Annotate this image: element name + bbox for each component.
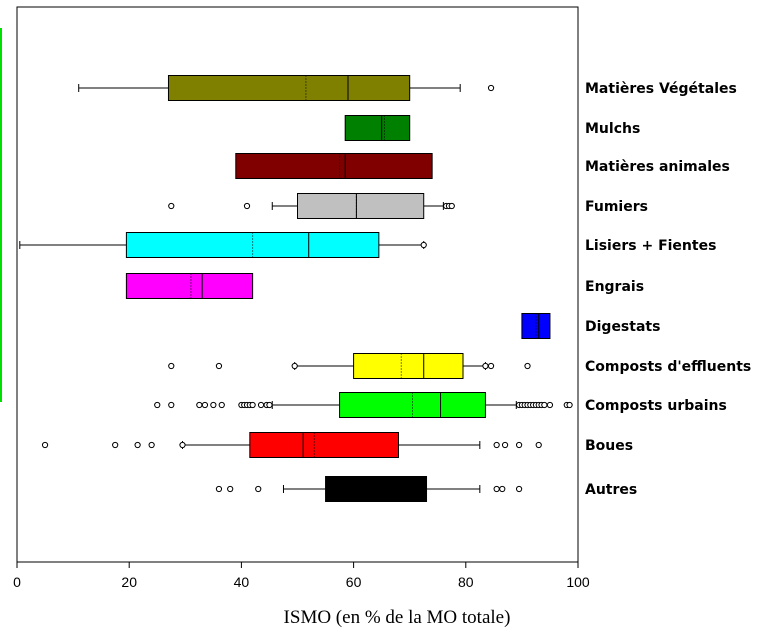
row-8-outlier-2 [196, 401, 203, 409]
category-label-4: Lisiers + Fientes [585, 238, 716, 254]
x-tick-label-0: 0 [13, 574, 21, 590]
row-9-outlier-4 [179, 441, 186, 449]
row-10-outlier-2 [255, 485, 262, 493]
boxes-layer [19, 75, 573, 502]
box-series-7 [168, 353, 531, 379]
row-0-box [167, 75, 411, 101]
row-9-outlier-7 [515, 441, 523, 449]
row-7-outlier-3 [482, 362, 489, 370]
category-label-5: Engrais [585, 279, 644, 295]
row-3-outlier-4 [448, 202, 455, 210]
x-tick-label-1: 20 [121, 574, 137, 590]
row-9-outlier-8 [535, 441, 542, 449]
row-8-outlier-4 [210, 401, 217, 409]
row-4-outlier-0 [420, 241, 427, 249]
row-9-outlier-1 [112, 441, 119, 449]
x-axis-ticks: 0 20 40 60 80 100 [13, 562, 590, 590]
row-8-outlier-0 [154, 401, 161, 409]
x-tick-label-5: 100 [566, 574, 590, 590]
row-9-outlier-5 [493, 441, 500, 449]
row-8-outlier-1 [168, 401, 175, 409]
row-7-outlier-1 [215, 362, 223, 370]
row-9-outlier-2 [134, 441, 141, 449]
left-legend-bar [0, 28, 2, 402]
box-series-8 [154, 392, 573, 418]
box-series-3 [168, 193, 455, 219]
row-7-outlier-0 [168, 362, 175, 370]
row-10-outlier-0 [215, 485, 223, 493]
row-10-outlier-4 [499, 485, 506, 493]
box-series-9 [41, 432, 542, 458]
category-label-6: Digestats [585, 319, 660, 335]
row-3-outlier-1 [243, 202, 251, 210]
x-axis-title: ISMO (en % de la MO totale) [284, 607, 511, 628]
row-8-outlier-5 [218, 401, 225, 409]
row-2-box [235, 153, 433, 179]
row-7-box [353, 353, 464, 379]
category-label-1: Mulchs [585, 121, 640, 137]
box-series-0 [78, 75, 495, 101]
row-8-outlier-3 [201, 401, 209, 409]
category-label-9: Boues [585, 438, 633, 454]
row-8-outlier-23 [541, 401, 548, 409]
category-label-0: Matières Végétales [585, 81, 737, 97]
category-label-8: Composts urbains [585, 398, 727, 414]
plot-frame [16, 6, 579, 563]
x-tick-label-2: 40 [234, 574, 250, 590]
box-series-1 [344, 115, 411, 141]
row-7-outlier-4 [487, 362, 495, 370]
row-8-outlier-11 [257, 401, 265, 409]
row-7-outlier-2 [291, 362, 298, 370]
box-series-6 [521, 313, 551, 339]
box-series-5 [125, 273, 254, 299]
row-9-outlier-0 [41, 441, 49, 449]
row-8-outlier-10 [249, 401, 256, 409]
category-label-2: Matières animales [585, 159, 730, 175]
row-3-outlier-0 [168, 202, 175, 210]
box-series-4 [19, 232, 427, 258]
category-label-3: Fumiers [585, 199, 648, 215]
row-1-box [344, 115, 411, 141]
row-3-box [297, 193, 425, 219]
x-tick-label-4: 80 [458, 574, 474, 590]
row-10-outlier-1 [227, 485, 234, 493]
category-label-10: Autres [585, 482, 637, 498]
category-labels: Matières Végétales Mulchs Matières animale… [585, 81, 751, 498]
row-8-outlier-24 [546, 401, 554, 409]
x-tick-label-3: 60 [346, 574, 362, 590]
box-series-2 [235, 153, 433, 179]
row-10-outlier-5 [515, 485, 523, 493]
category-label-7: Composts d'effluents [585, 359, 751, 375]
row-7-outlier-5 [524, 362, 531, 370]
row-10-outlier-3 [493, 485, 500, 493]
row-9-outlier-3 [148, 441, 155, 449]
row-5-box [125, 273, 254, 299]
row-0-outlier-0 [487, 84, 495, 92]
row-8-outlier-26 [566, 401, 573, 409]
box-series-10 [215, 476, 523, 502]
row-8-outlier-13 [266, 401, 273, 409]
row-9-outlier-6 [501, 441, 509, 449]
row-9-box [249, 432, 399, 458]
